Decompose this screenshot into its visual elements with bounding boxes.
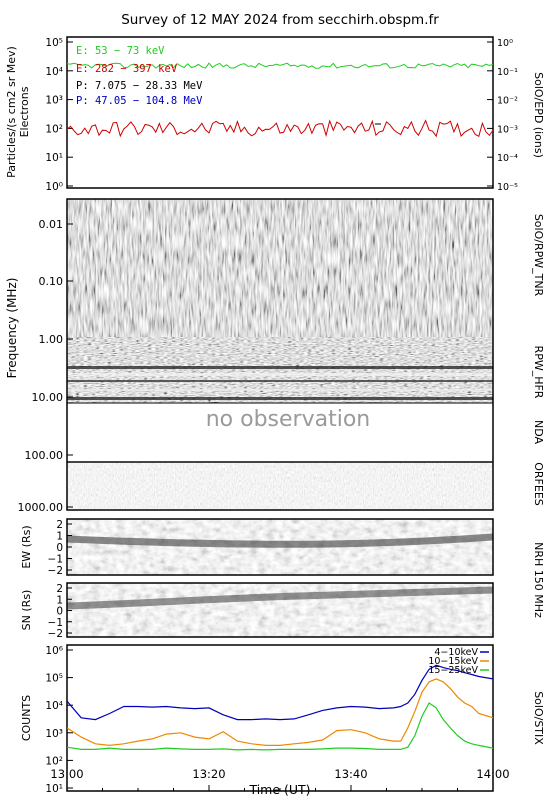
radio-y-tick-label: 1000.00 xyxy=(18,501,64,514)
stix-y-tick-label: 10¹ xyxy=(45,783,63,795)
epd-legend-green: E: 53 − 73 keV xyxy=(76,45,165,57)
tnr-label: SolO/RPW_TNR xyxy=(532,214,545,297)
radio-y-axis-label: Frequency (MHz) xyxy=(5,278,19,379)
hfr-band xyxy=(67,366,493,369)
x-axis-ticks: 13:00 13:20 13:40 14:00 xyxy=(50,767,510,791)
nrh-right-label: NRH 150 MHz xyxy=(532,542,545,618)
epd-right-tick-label: 10⁻⁵ xyxy=(497,182,518,193)
nrh-ew-tick-label: 0 xyxy=(56,542,63,554)
no-observation-label: no observation xyxy=(206,407,371,432)
epd-y-tick-label: 10⁵ xyxy=(45,37,63,49)
epd-right-label: SolO/EPD (ions) xyxy=(532,72,545,158)
figure-title: Survey of 12 MAY 2024 from secchirh.obsp… xyxy=(121,12,439,28)
epd-right-tick-label: 10⁻¹ xyxy=(497,67,518,78)
nrh-ew-tick-label: 2 xyxy=(56,519,63,531)
epd-legend-blue: P: 47.05 − 104.8 MeV xyxy=(76,95,203,107)
stix-y-tick-label: 10² xyxy=(45,755,63,767)
epd-y-tick-label: 10⁴ xyxy=(45,66,63,78)
stix-legend-10-15: 10−15keV xyxy=(428,656,478,667)
hfr-band xyxy=(67,397,493,400)
nda-label: NDA xyxy=(532,420,545,445)
stix-panel-frame xyxy=(66,644,494,792)
stix-y-tick-label: 10⁴ xyxy=(45,700,63,712)
stix-y-ticks: 10¹ 10² 10³ 10⁴ 10⁵ 10⁶ xyxy=(45,645,73,795)
nrh-sn-y-axis-label: SN (Rs) xyxy=(20,590,33,631)
epd-right-tick-label: 10⁰ xyxy=(497,38,513,49)
radio-y-ticks: 0.01 0.10 1.00 10.00 100.00 1000.00 xyxy=(18,218,73,514)
stix-series-line xyxy=(67,678,493,747)
epd-right-tick-label: 10⁻² xyxy=(497,96,518,107)
radio-y-tick-label: 10.00 xyxy=(32,391,64,404)
stix-legend-15-25: 15−25keV xyxy=(428,665,478,676)
radio-y-tick-label: 1.00 xyxy=(39,333,64,346)
epd-right-ticks: 10⁻⁵ 10⁻⁴ 10⁻³ 10⁻² 10⁻¹ 10⁰ xyxy=(487,38,518,193)
hfr-band xyxy=(67,373,493,376)
stix-series-line xyxy=(67,664,493,721)
epd-legend-black: P: 7.075 − 28.33 MeV xyxy=(76,80,203,92)
hfr-bands xyxy=(67,366,493,400)
epd-y-tick-label: 10¹ xyxy=(45,152,63,164)
stix-right-label: SolO/STIX xyxy=(532,691,545,745)
nrh-sn-tick-label: 2 xyxy=(56,583,63,595)
epd-y-axis-label: Particles/(s cm2 sr Mev) xyxy=(5,46,18,178)
tnr-spectrogram xyxy=(67,199,493,337)
epd-right-tick-label: 10⁻³ xyxy=(497,124,518,135)
stix-y-axis-label: COUNTS xyxy=(20,695,33,741)
stix-series-line xyxy=(67,702,493,751)
x-axis-label: Time (UT) xyxy=(248,782,310,797)
stix-lines xyxy=(67,664,493,751)
nrh-sn-tick-label: −1 xyxy=(48,617,63,629)
nrh-ew-tick-label: −2 xyxy=(48,565,63,577)
epd-red-series-line xyxy=(67,119,493,138)
x-tick-label: 13:00 xyxy=(50,767,83,781)
epd-legend: E: 53 − 73 keV E: 282 − 397 keV P: 7.075… xyxy=(76,45,203,107)
nrh-ew-tick-label: 1 xyxy=(56,531,63,543)
radio-y-tick-label: 0.10 xyxy=(39,275,64,288)
stix-y-tick-label: 10⁵ xyxy=(45,673,63,685)
orfees-spectrogram xyxy=(67,461,493,509)
epd-right-tick-label: 10⁻⁴ xyxy=(497,153,518,164)
epd-y-tick-label: 10² xyxy=(45,123,63,135)
orfees-label: ORFEES xyxy=(532,462,545,506)
epd-green-series-line xyxy=(67,62,493,69)
epd-y-ticks: 10⁰ 10¹ 10² 10³ 10⁴ 10⁵ xyxy=(45,37,73,193)
nrh-ew-y-axis-label: EW (Rs) xyxy=(20,525,33,568)
epd-panel-frame xyxy=(66,36,494,189)
hfr-band xyxy=(67,380,493,382)
nrh-ew-y-ticks: 210−1−2 xyxy=(48,519,72,577)
nda-blank xyxy=(67,403,493,461)
nrh-ew-tick-label: −1 xyxy=(48,554,63,566)
epd-y-axis-label-2: Electrons xyxy=(18,86,31,137)
nrh-ew-band xyxy=(66,533,494,548)
stix-legend: 4−10keV 10−15keV 15−25keV xyxy=(428,647,489,676)
radio-y-tick-label: 100.00 xyxy=(25,449,64,462)
radio-y-tick-label: 0.01 xyxy=(39,218,64,231)
hfr-spectrogram xyxy=(67,337,493,403)
epd-legend-red: E: 282 − 397 keV xyxy=(76,63,178,75)
stix-y-tick-label: 10³ xyxy=(45,728,63,740)
radio-panel-frame xyxy=(66,198,494,511)
nrh-sn-tick-label: 1 xyxy=(56,594,63,606)
stix-y-tick-label: 10⁶ xyxy=(45,645,63,657)
hfr-band xyxy=(67,389,493,391)
orfees-top-line xyxy=(67,461,493,463)
nrh-sn-tick-label: 0 xyxy=(56,606,63,618)
x-tick-label: 13:20 xyxy=(192,767,225,781)
epd-y-tick-label: 10⁰ xyxy=(45,181,63,193)
hfr-label: RPW_HFR xyxy=(532,346,545,399)
nrh-sn-tick-label: −2 xyxy=(48,628,63,640)
x-tick-label: 14:00 xyxy=(476,767,509,781)
x-tick-label: 13:40 xyxy=(334,767,367,781)
nrh-sn-band xyxy=(66,586,494,610)
nrh-sn-y-ticks: 210−1−2 xyxy=(48,583,72,640)
epd-y-tick-label: 10³ xyxy=(45,95,63,107)
stix-legend-4-10: 4−10keV xyxy=(434,647,478,658)
